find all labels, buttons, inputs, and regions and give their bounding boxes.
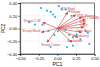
point <box>52 13 54 15</box>
x-axis: −0.50 −0.25 0.00 0.25 0.50 <box>16 54 100 61</box>
grid-line <box>20 41 94 42</box>
y-axis: −0.40 −0.20 0.00 0.20 0.40 <box>7 1 21 57</box>
point <box>46 10 48 12</box>
y-tick: 0.20 <box>9 14 20 19</box>
y-axis-title: PC2 <box>0 23 6 33</box>
point <box>58 5 60 7</box>
x-tick-label: −0.25 <box>34 56 45 61</box>
loading-arrow <box>47 29 57 43</box>
arrow-label: Stroop Colour <box>41 43 62 47</box>
x-tick-label: 0.50 <box>91 56 100 61</box>
y-tick-label: 0.40 <box>9 1 18 6</box>
point <box>72 45 74 47</box>
y-tick-mark <box>18 3 20 4</box>
point <box>54 16 56 18</box>
point <box>41 24 43 26</box>
y-tick: −0.20 <box>7 39 20 44</box>
point <box>70 15 72 17</box>
chart: −0.50 −0.25 0.00 0.25 0.50 −0.40 −0.20 0.00 0.20… <box>0 0 100 67</box>
arrow-label: Digit Span <box>77 29 92 33</box>
y-tick: 0.00 <box>9 26 20 31</box>
y-tick-label: −0.40 <box>7 52 18 57</box>
y-tick: −0.40 <box>7 52 20 57</box>
point <box>53 34 55 36</box>
y-tick-mark <box>18 16 20 17</box>
y-tick-mark <box>18 54 20 55</box>
y-tick-mark <box>18 29 20 30</box>
x-tick: −0.25 <box>34 54 45 61</box>
points <box>28 5 91 48</box>
loading-arrow <box>57 17 82 28</box>
arrow-label: Stroop C-W <box>24 19 41 23</box>
arrow-label: Vocabulary <box>73 34 89 38</box>
plot-frame <box>20 3 94 54</box>
x-tick-label: 0.25 <box>73 56 82 61</box>
point <box>50 11 52 13</box>
arrow-label: Similarities <box>67 39 83 43</box>
x-axis-title: PC1 <box>52 61 62 67</box>
point <box>34 24 36 26</box>
grid <box>20 3 94 54</box>
y-tick: 0.40 <box>9 1 20 6</box>
point <box>88 43 90 45</box>
loading-arrow <box>57 14 76 28</box>
annotations: RT (Slow)StroopSTR (Stroop)TMT (TrailsB)… <box>22 7 99 47</box>
plot-area <box>28 5 91 48</box>
arrow-label: Stroop Word <box>22 29 40 33</box>
x-tick: 0.50 <box>91 54 100 61</box>
y-tick-label: −0.20 <box>7 39 18 44</box>
y-tick-label: 0.20 <box>9 14 18 19</box>
y-tick-mark <box>18 41 20 42</box>
point <box>66 46 68 48</box>
x-tick: 0.25 <box>73 54 82 61</box>
x-tick: −0.50 <box>16 54 27 61</box>
arrow-label: CWIT <box>80 24 88 28</box>
loading-arrow <box>42 22 57 28</box>
x-tick-label: −0.50 <box>16 56 27 61</box>
y-tick-label: 0.00 <box>9 26 18 31</box>
point <box>40 7 42 9</box>
x-tick: 0.00 <box>54 54 63 61</box>
